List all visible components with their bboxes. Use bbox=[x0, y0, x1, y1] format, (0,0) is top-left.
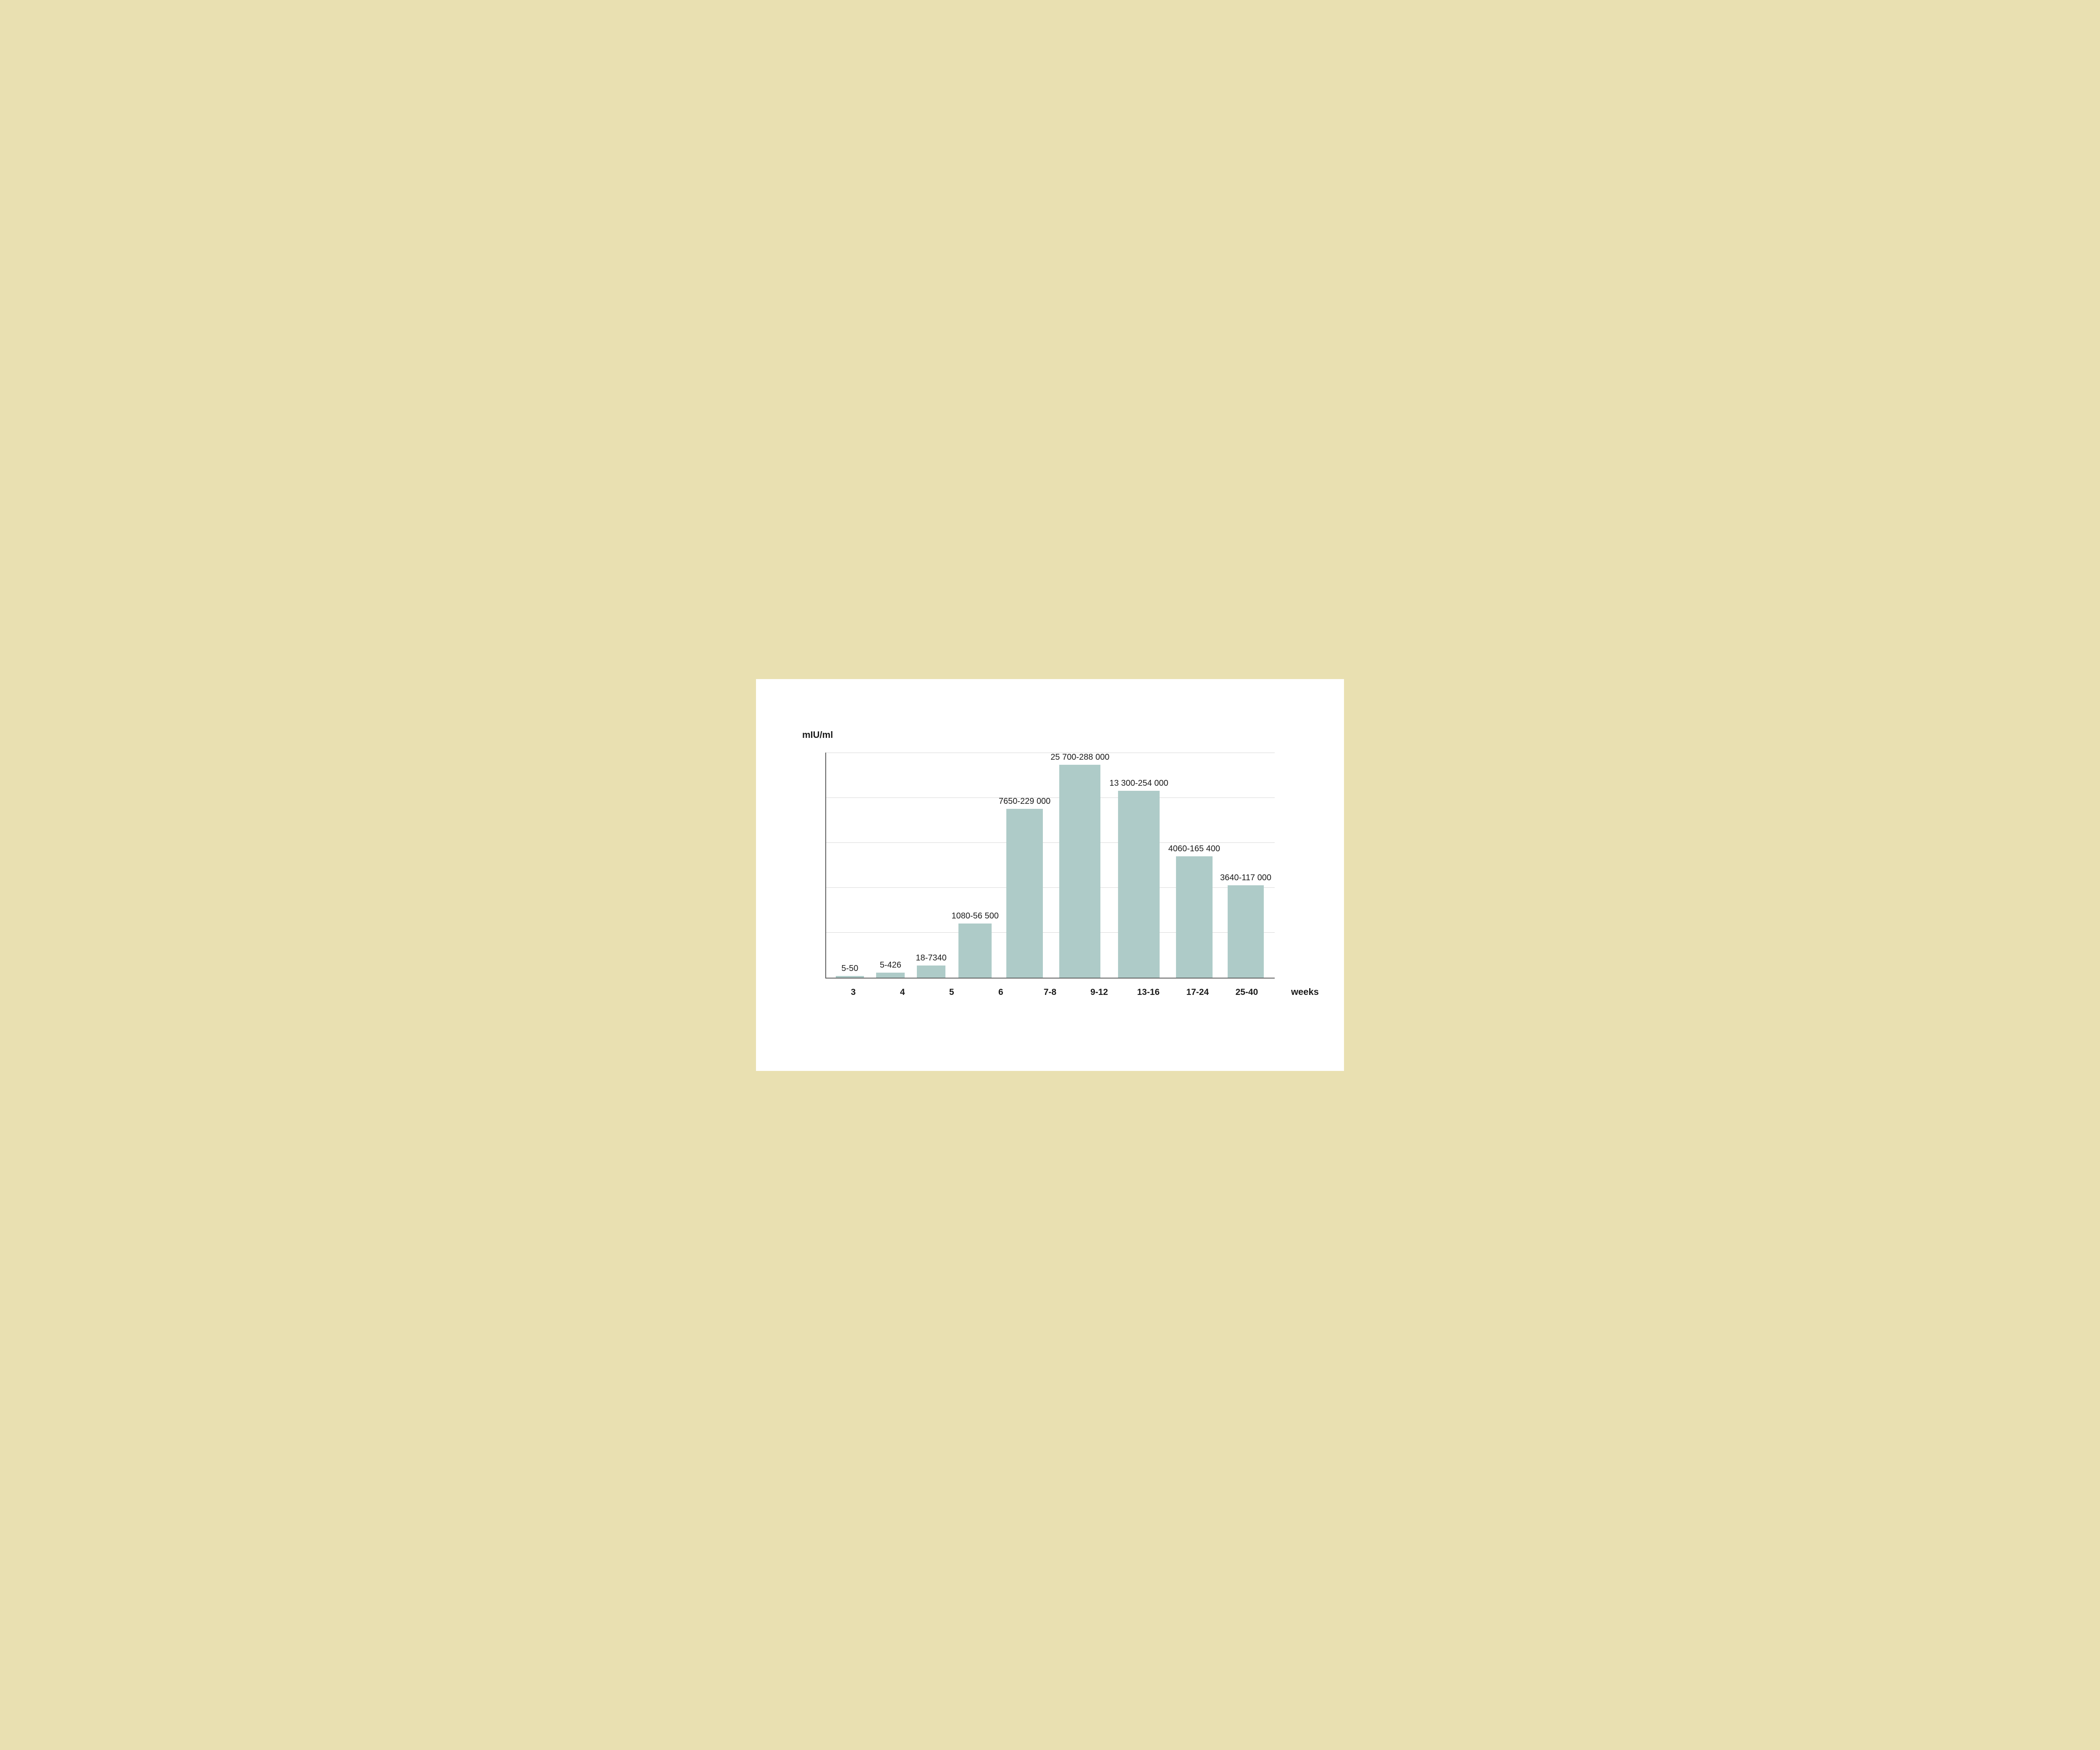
bar-value-label: 18-7340 bbox=[916, 953, 946, 963]
bar-slot: 5-50 bbox=[830, 753, 870, 978]
bar-slot: 5-426 bbox=[870, 753, 911, 978]
bar-slot: 1080-56 500 bbox=[952, 753, 999, 978]
x-axis-label: weeks bbox=[1291, 987, 1319, 997]
bar-slot: 4060-165 400 bbox=[1168, 753, 1220, 978]
bar bbox=[876, 973, 905, 978]
bars-container: 5-50 5-426 18-7340 1080-56 500 7650-229 000 2… bbox=[826, 753, 1275, 978]
bar-value-label: 13 300-254 000 bbox=[1109, 779, 1168, 788]
y-axis-label: mIU/ml bbox=[802, 729, 833, 740]
bar-value-label: 1080-56 500 bbox=[952, 911, 999, 921]
bar-slot: 25 700-288 000 bbox=[1050, 753, 1109, 978]
chart-card: mIU/ml weeks 5-50 5-426 18-7340 1080-56 500… bbox=[756, 679, 1344, 1071]
bar bbox=[1228, 885, 1263, 978]
bar-value-label: 5-426 bbox=[880, 960, 901, 970]
x-tick: 9-12 bbox=[1075, 987, 1124, 997]
bar-value-label: 7650-229 000 bbox=[999, 797, 1050, 806]
bar bbox=[1176, 856, 1212, 978]
x-tick: 4 bbox=[878, 987, 927, 997]
bar bbox=[958, 924, 992, 978]
bar-slot: 7650-229 000 bbox=[999, 753, 1050, 978]
x-tick: 3 bbox=[829, 987, 878, 997]
bar bbox=[1118, 791, 1159, 978]
x-tick: 5 bbox=[927, 987, 976, 997]
bar-value-label: 4060-165 400 bbox=[1168, 844, 1220, 854]
bar-value-label: 3640-117 000 bbox=[1220, 873, 1271, 883]
bar-slot: 18-7340 bbox=[911, 753, 952, 978]
x-tick: 17-24 bbox=[1173, 987, 1222, 997]
chart-wrap: mIU/ml weeks 5-505-42618-73401080-56 500… bbox=[785, 713, 1315, 1037]
x-tick: 6 bbox=[976, 987, 1025, 997]
x-tick: 7-8 bbox=[1025, 987, 1074, 997]
x-ticks: 34567-89-1213-1617-2425-40 bbox=[825, 987, 1275, 997]
bar bbox=[1006, 809, 1042, 978]
bar bbox=[917, 966, 945, 978]
bar bbox=[1059, 765, 1100, 978]
bar-value-label: 5-50 bbox=[841, 964, 858, 973]
bar bbox=[836, 976, 864, 978]
bar-value-label: 25 700-288 000 bbox=[1050, 753, 1109, 762]
x-tick: 25-40 bbox=[1222, 987, 1271, 997]
x-tick: 13-16 bbox=[1124, 987, 1173, 997]
bar-slot: 3640-117 000 bbox=[1220, 753, 1271, 978]
plot-area: 5-50 5-426 18-7340 1080-56 500 7650-229 000 2… bbox=[825, 753, 1275, 979]
bar-slot: 13 300-254 000 bbox=[1109, 753, 1168, 978]
